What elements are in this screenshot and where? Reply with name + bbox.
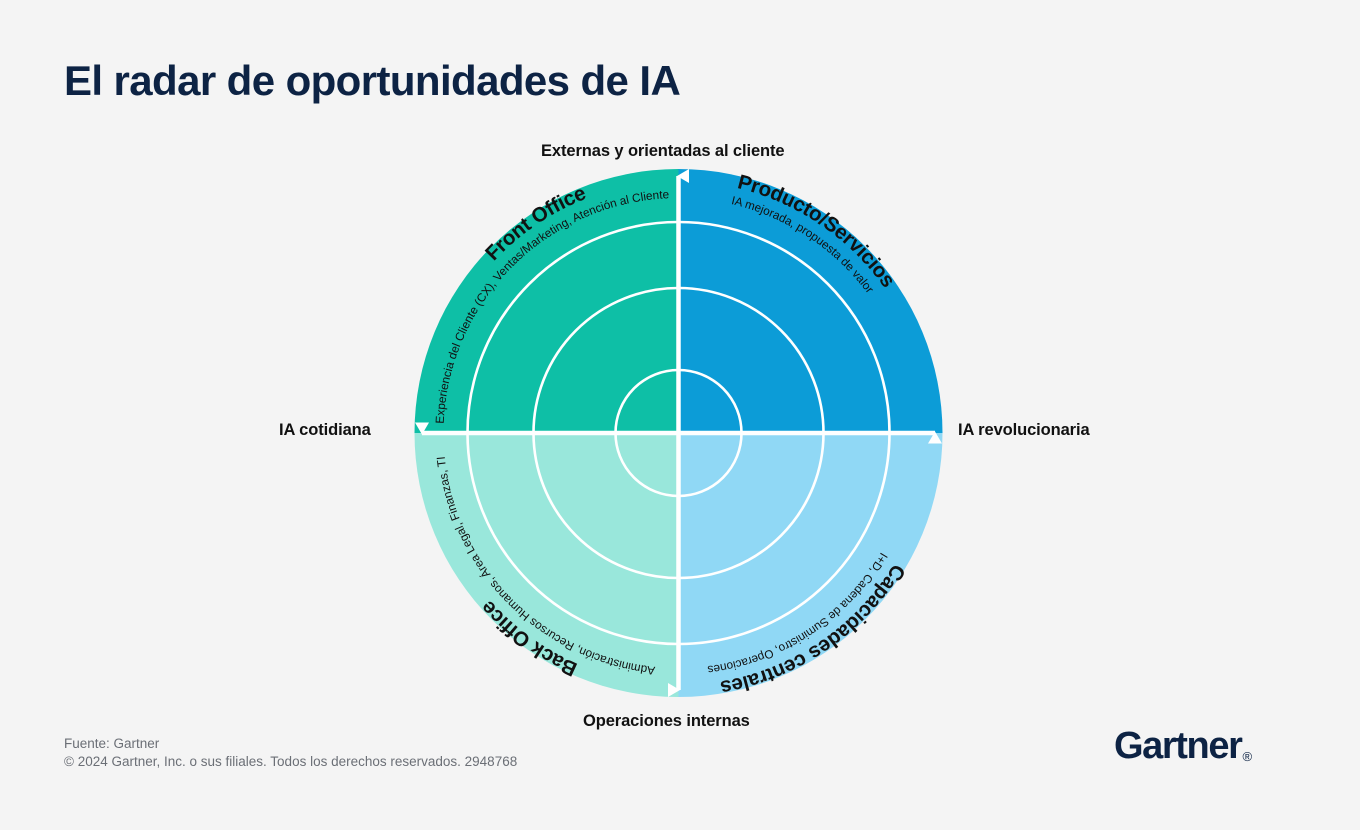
axis-label-left: IA cotidiana [279, 421, 371, 439]
page-title: El radar de oportunidades de IA [64, 57, 681, 104]
footer-source: Fuente: Gartner [64, 736, 160, 751]
registered-trademark-icon: ® [1242, 749, 1253, 764]
quadrant-producto-servicios [678, 169, 943, 433]
axis-label-top: Externas y orientadas al cliente [541, 142, 785, 160]
gartner-logo-wordmark: Gartner [1114, 725, 1243, 767]
quadrant-front-office [414, 169, 679, 433]
axis-label-bottom: Operaciones internas [583, 712, 750, 730]
gartner-logo: Gartner ® [1114, 727, 1252, 765]
axis-lines [415, 169, 942, 697]
footer-copyright: © 2024 Gartner, Inc. o sus filiales. Tod… [64, 754, 518, 769]
quadrant-back-office [414, 433, 679, 697]
quadrant-wedges [414, 169, 943, 697]
quadrant-capacidades-centrales [678, 433, 943, 697]
axis-label-right: IA revolucionaria [958, 421, 1090, 439]
